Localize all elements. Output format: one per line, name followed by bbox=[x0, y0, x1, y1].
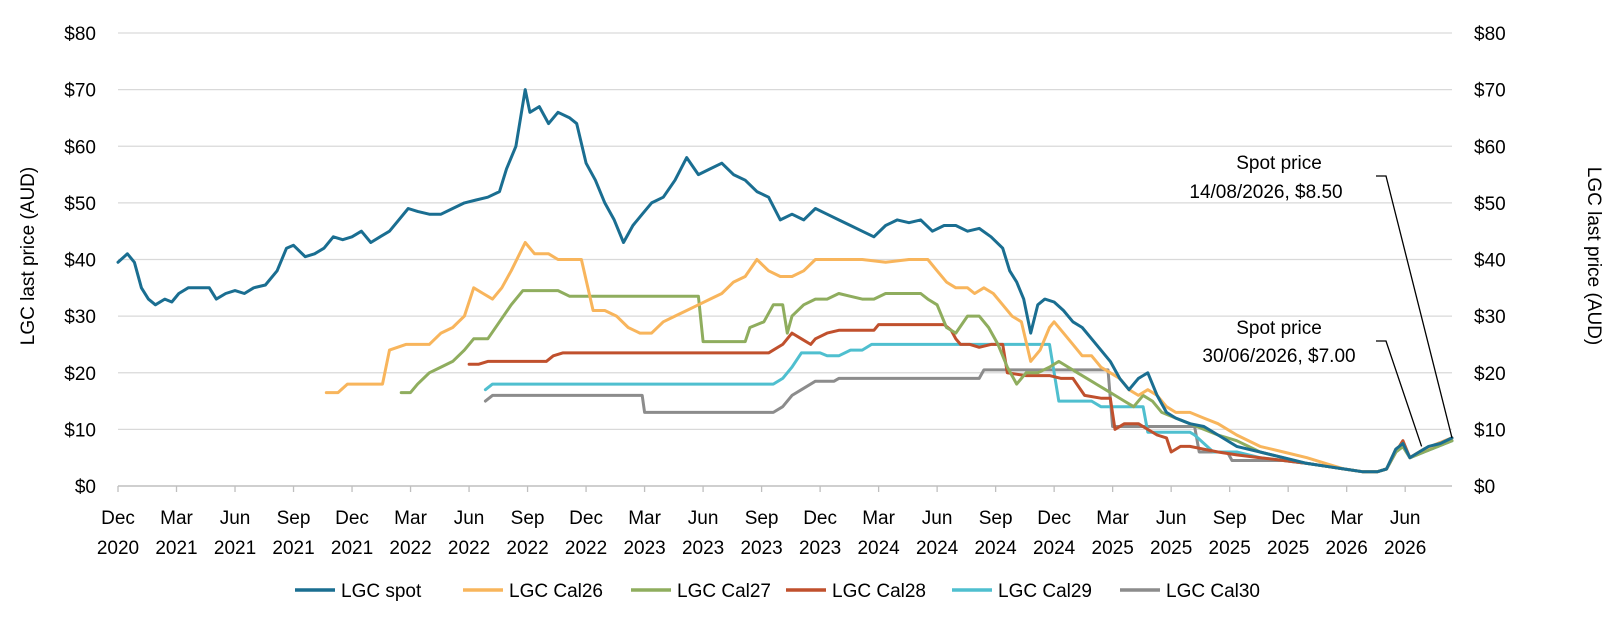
y-tick-label-left: $50 bbox=[64, 194, 96, 215]
y-tick-label-right: $30 bbox=[1474, 307, 1506, 328]
x-tick-label-month: Mar bbox=[394, 508, 427, 529]
x-tick-label-month: Dec bbox=[1271, 508, 1305, 529]
y-tick-label-left: $80 bbox=[64, 24, 96, 45]
x-tick-label-month: Sep bbox=[1213, 508, 1247, 529]
annotations: Spot price 14/08/2026, $8.50 Spot price 30/… bbox=[1189, 153, 1453, 447]
legend-item: LGC Cal26 bbox=[463, 581, 603, 602]
legend-item: LGC Cal27 bbox=[631, 581, 771, 602]
y-tick-label-right: $50 bbox=[1474, 194, 1506, 215]
x-tick-label-month: Dec bbox=[803, 508, 837, 529]
x-tick-label-year: 2024 bbox=[916, 538, 959, 559]
annotation-detail: 14/08/2026, $8.50 bbox=[1189, 182, 1342, 203]
x-tick-label-month: Jun bbox=[688, 508, 719, 529]
x-tick-label-month: Sep bbox=[979, 508, 1013, 529]
legend-item: LGC Cal28 bbox=[786, 581, 926, 602]
x-tick-label-year: 2025 bbox=[1267, 538, 1309, 559]
x-tick-label-year: 2022 bbox=[389, 538, 431, 559]
legend-label: LGC Cal28 bbox=[832, 581, 926, 602]
y-tick-label-right: $10 bbox=[1474, 420, 1506, 441]
legend-item: LGC Cal30 bbox=[1120, 581, 1260, 602]
x-tick-label-month: Dec bbox=[569, 508, 603, 529]
y-tick-label-left: $20 bbox=[64, 364, 96, 385]
series-line-lgc-spot bbox=[116, 88, 1454, 474]
y-tick-label-left: $30 bbox=[64, 307, 96, 328]
gridlines bbox=[118, 32, 1452, 431]
x-tick-label-year: 2022 bbox=[565, 538, 607, 559]
y-axis-left-title: LGC last price (AUD) bbox=[18, 167, 39, 345]
legend-label: LGC Cal27 bbox=[677, 581, 771, 602]
x-tick-label-year: 2026 bbox=[1384, 538, 1426, 559]
y-axis-left-ticks: $0 $10 $20 $30 $40 $50 $60 $70 $80 bbox=[64, 24, 96, 498]
x-tick-label-year: 2024 bbox=[857, 538, 900, 559]
x-tick-label-month: Mar bbox=[160, 508, 193, 529]
x-tick-label-year: 2024 bbox=[1033, 538, 1076, 559]
x-tick-label-month: Dec bbox=[1037, 508, 1071, 529]
legend-item: LGC spot bbox=[295, 581, 422, 602]
x-tick-label-year: 2022 bbox=[506, 538, 548, 559]
y-tick-label-right: $40 bbox=[1474, 251, 1506, 272]
x-tick-label-month: Sep bbox=[277, 508, 311, 529]
x-tick-label-month: Dec bbox=[101, 508, 135, 529]
y-tick-label-right: $60 bbox=[1474, 137, 1506, 158]
x-tick-label-month: Jun bbox=[1156, 508, 1187, 529]
y-axis-right-title: LGC last price (AUD) bbox=[1583, 167, 1604, 345]
legend-label: LGC Cal29 bbox=[998, 581, 1092, 602]
y-tick-label-left: $0 bbox=[75, 477, 96, 498]
x-tick-label-year: 2023 bbox=[740, 538, 782, 559]
x-tick-label-year: 2025 bbox=[1092, 538, 1134, 559]
x-tick-label-year: 2022 bbox=[448, 538, 490, 559]
x-tick-label-year: 2023 bbox=[623, 538, 665, 559]
legend: LGC spot LGC Cal26 LGC Cal27 LGC Cal28 LGC C… bbox=[295, 581, 1260, 602]
y-tick-label-left: $40 bbox=[64, 251, 96, 272]
x-tick-label-year: 2021 bbox=[331, 538, 373, 559]
x-tick-label-month: Sep bbox=[745, 508, 779, 529]
x-tick-label-month: Mar bbox=[628, 508, 661, 529]
x-tick-label-year: 2023 bbox=[799, 538, 841, 559]
annotation-title: Spot price bbox=[1236, 153, 1322, 174]
annotation-title: Spot price bbox=[1236, 318, 1322, 339]
y-tick-label-right: $70 bbox=[1474, 81, 1506, 102]
series-lines bbox=[116, 88, 1454, 474]
x-axis-ticks: Dec 2020 Mar 2021 Jun 2021 Sep 2021 Dec 2021 Mar 20… bbox=[97, 486, 1426, 559]
x-tick-label-year: 2021 bbox=[272, 538, 314, 559]
legend-label: LGC spot bbox=[341, 581, 422, 602]
legend-label: LGC Cal26 bbox=[509, 581, 603, 602]
x-tick-label-year: 2021 bbox=[155, 538, 197, 559]
x-tick-label-month: Sep bbox=[511, 508, 545, 529]
y-tick-label-left: $10 bbox=[64, 420, 96, 441]
y-axis-right-ticks: $0 $10 $20 $30 $40 $50 $60 $70 $80 bbox=[1474, 24, 1506, 498]
legend-label: LGC Cal30 bbox=[1166, 581, 1260, 602]
x-tick-label-month: Dec bbox=[335, 508, 369, 529]
legend-item: LGC Cal29 bbox=[952, 581, 1092, 602]
x-tick-label-month: Jun bbox=[454, 508, 485, 529]
x-tick-label-year: 2025 bbox=[1209, 538, 1251, 559]
x-tick-label-year: 2024 bbox=[974, 538, 1017, 559]
x-tick-label-year: 2021 bbox=[214, 538, 256, 559]
x-tick-label-month: Mar bbox=[1330, 508, 1363, 529]
y-tick-label-right: $20 bbox=[1474, 364, 1506, 385]
y-tick-label-left: $60 bbox=[64, 137, 96, 158]
x-tick-label-year: 2025 bbox=[1150, 538, 1192, 559]
y-tick-label-right: $0 bbox=[1474, 477, 1495, 498]
x-tick-label-year: 2023 bbox=[682, 538, 724, 559]
series-line-lgc-cal26 bbox=[324, 241, 1454, 474]
x-tick-label-month: Mar bbox=[862, 508, 895, 529]
annotation-leader-line bbox=[1376, 340, 1423, 447]
x-tick-label-year: 2026 bbox=[1326, 538, 1368, 559]
annotation-leader-line bbox=[1376, 175, 1453, 439]
x-tick-label-month: Jun bbox=[922, 508, 953, 529]
x-tick-label-month: Mar bbox=[1096, 508, 1129, 529]
annotation-detail: 30/06/2026, $7.00 bbox=[1202, 346, 1355, 367]
x-tick-label-month: Jun bbox=[220, 508, 251, 529]
y-tick-label-right: $80 bbox=[1474, 24, 1506, 45]
x-tick-label-year: 2020 bbox=[97, 538, 139, 559]
y-tick-label-left: $70 bbox=[64, 81, 96, 102]
x-tick-label-month: Jun bbox=[1390, 508, 1421, 529]
